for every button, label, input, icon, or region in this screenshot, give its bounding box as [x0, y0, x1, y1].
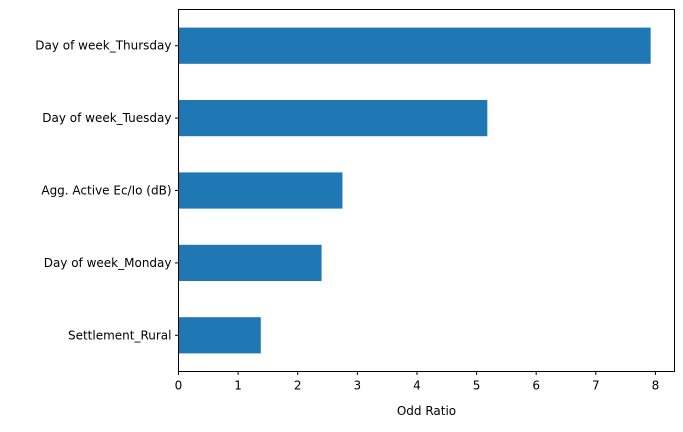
y-tick-label: Settlement_Rural	[68, 328, 172, 342]
y-tick-label: Day of week_Monday	[44, 256, 172, 270]
plot-frame	[178, 9, 675, 372]
bar-day-of-week-thursday	[178, 27, 651, 64]
x-tick-label: 8	[652, 379, 660, 393]
x-axis-ticks: 0 1 2 3 4 5 6 7 8	[175, 371, 660, 393]
x-axis-label: Odd Ratio	[397, 404, 456, 418]
x-tick-label: 2	[294, 379, 302, 393]
bar-agg-active-ec-io-db	[178, 172, 343, 209]
x-tick-label: 7	[592, 379, 600, 393]
x-tick-label: 5	[473, 379, 481, 393]
y-tick-label: Agg. Active Ec/Io (dB)	[41, 184, 171, 198]
x-tick-label: 0	[175, 379, 183, 393]
y-axis-ticks: Settlement_Rural Day of week_Monday Agg. A…	[35, 39, 179, 342]
bars-group	[178, 27, 651, 354]
x-tick-label: 1	[234, 379, 242, 393]
y-tick-label: Day of week_Tuesday	[42, 111, 171, 125]
y-tick-label: Day of week_Thursday	[35, 39, 171, 53]
bar-day-of-week-tuesday	[178, 100, 488, 137]
x-tick-label: 4	[413, 379, 421, 393]
bar-day-of-week-monday	[178, 244, 322, 281]
x-tick-label: 6	[532, 379, 540, 393]
bar-settlement-rural	[178, 317, 261, 354]
x-tick-label: 3	[354, 379, 362, 393]
